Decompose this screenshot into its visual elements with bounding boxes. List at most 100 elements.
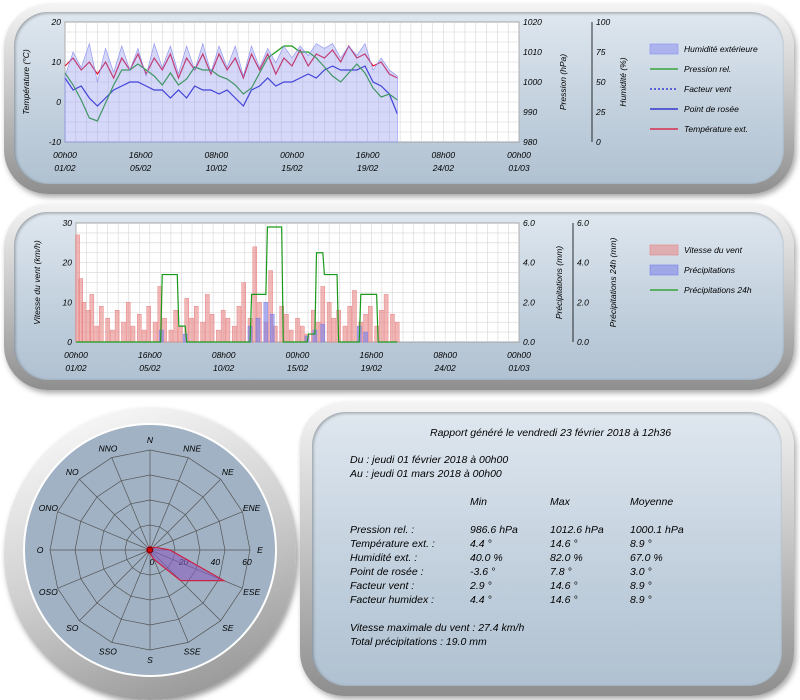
right-axis-1-tick: 6.0	[523, 218, 535, 228]
x-axis-tick-time: 16h00	[129, 150, 153, 160]
bar-vitesse-du-vent	[231, 325, 237, 343]
right-axis-1-tick: 990	[523, 107, 537, 117]
row-max: 82.0 %	[550, 552, 583, 564]
right-axis-2-tick: 2.0	[576, 297, 589, 307]
x-axis-tick-date: 24/02	[434, 363, 457, 373]
report-max-wind: Vitesse maximale du vent : 27.4 km/h	[350, 622, 525, 634]
wind-rose-direction: O	[37, 545, 44, 555]
x-axis-tick-time: 16h00	[360, 350, 384, 360]
bar-pr-cipitations	[269, 313, 275, 343]
header-avg: Moyenne	[630, 496, 674, 508]
bar-vitesse-du-vent	[168, 329, 174, 343]
bar-pr-cipitations	[182, 333, 188, 343]
wind-rose-direction: E	[257, 545, 263, 555]
wind-rose-direction: SSE	[184, 647, 201, 657]
right-axis-2-label: Humidité (%)	[618, 57, 628, 106]
wind-rose-direction: SO	[66, 623, 79, 633]
right-axis-1-tick: 1000	[523, 77, 542, 87]
left-axis-tick: 20	[51, 17, 62, 27]
x-axis-tick-time: 00h00	[286, 350, 310, 360]
legend-swatch	[649, 244, 679, 256]
right-axis-2-tick: 6.0	[577, 218, 589, 228]
right-axis-1-tick: 1020	[523, 17, 542, 27]
row-avg: 8.9 °	[630, 538, 652, 550]
row-label: Facteur humidex :	[350, 594, 435, 606]
bar-vitesse-du-vent	[178, 325, 183, 343]
row-avg: 3.0 °	[630, 566, 652, 578]
x-axis-tick-date: 01/02	[65, 363, 87, 373]
x-axis-tick-date: 10/02	[213, 363, 235, 373]
x-axis-tick-time: 00h00	[64, 350, 88, 360]
row-min: 40.0 %	[470, 552, 503, 564]
wind-rose-direction: ONO	[39, 503, 59, 513]
row-max: 1012.6 hPa	[550, 524, 604, 536]
wind-rose-direction: NE	[222, 467, 234, 477]
x-axis-tick-date: 01/03	[508, 163, 530, 173]
right-axis-2-tick: 100	[596, 17, 610, 27]
row-min: 986.6 hPa	[470, 524, 518, 536]
report-to: Au : jeudi 01 mars 2018 à 00h00	[350, 468, 502, 480]
wind-rose-direction: NNE	[183, 443, 201, 453]
wind-rose-spoke	[149, 479, 221, 551]
wind-rose-data	[146, 546, 227, 582]
bar-vitesse-du-vent	[390, 313, 395, 343]
legend-label: Vitesse du vent	[684, 245, 743, 255]
x-axis-tick-date: 15/02	[281, 163, 303, 173]
bar-vitesse-du-vent	[89, 294, 95, 343]
row-min: 4.4 °	[470, 594, 492, 606]
bar-vitesse-du-vent	[216, 329, 221, 343]
bar-vitesse-du-vent	[152, 321, 158, 343]
legend-label: Précipitations 24h	[684, 285, 752, 295]
report-panel-inner	[312, 412, 782, 686]
wind-rose-spoke	[111, 549, 151, 643]
bar-pr-cipitations	[363, 331, 368, 343]
bar-vitesse-du-vent	[94, 325, 99, 343]
bar-vitesse-du-vent	[189, 317, 194, 343]
x-axis-tick-date: 24/02	[432, 163, 455, 173]
row-label: Pression rel. :	[350, 524, 415, 536]
wind-rose-spoke	[79, 479, 151, 551]
x-axis-tick-date: 10/02	[206, 163, 228, 173]
bar-vitesse-du-vent	[374, 325, 379, 343]
bar-pr-cipitations	[255, 317, 261, 343]
series-line-pr-cipitations-24h	[76, 226, 398, 343]
left-axis-tick: 0	[56, 97, 61, 107]
wind-rose-spoke	[111, 457, 151, 551]
right-axis-1-label: Précipitations (mm)	[554, 246, 564, 319]
report-title: Rapport généré le vendredi 23 février 20…	[430, 427, 672, 439]
x-axis-tick-time: 08h00	[212, 350, 236, 360]
bar-vitesse-du-vent	[347, 306, 352, 343]
bar-vitesse-du-vent	[173, 310, 178, 343]
bar-vitesse-du-vent	[220, 310, 226, 343]
right-axis-1-label: Pression (hPa)	[558, 54, 568, 110]
row-avg: 8.9 °	[630, 580, 652, 592]
x-axis-tick-date: 15/02	[287, 363, 309, 373]
wind-rose-spoke	[57, 549, 151, 589]
wind-rose-direction: S	[147, 655, 153, 665]
bar-vitesse-du-vent	[379, 310, 384, 343]
row-max: 14.6 °	[550, 538, 578, 550]
row-label: Point de rosée :	[350, 566, 424, 578]
row-avg: 67.0 %	[630, 552, 663, 564]
x-axis-tick-date: 05/02	[139, 363, 161, 373]
legend-swatch	[649, 264, 679, 276]
weather-chart: -10010209809901000101010200255075100Temp…	[21, 17, 758, 173]
bar-vitesse-du-vent	[99, 306, 104, 343]
wind-rose-direction: NNO	[98, 443, 117, 453]
bar-vitesse-du-vent	[225, 317, 231, 343]
row-avg: 8.9 °	[630, 594, 652, 606]
x-axis-tick-time: 16h00	[356, 150, 380, 160]
right-axis-1-tick: 980	[523, 137, 537, 147]
x-axis-tick-date: 19/02	[361, 363, 383, 373]
legend-swatch	[649, 43, 679, 55]
wind-rose-direction: NO	[66, 467, 79, 477]
left-axis-tick: -10	[49, 137, 62, 147]
wind-rose-direction: SE	[222, 623, 234, 633]
bar-vitesse-du-vent	[295, 317, 300, 343]
bar-vitesse-du-vent	[284, 313, 289, 343]
wind-rose-direction: ESE	[243, 587, 260, 597]
row-label: Humidité ext. :	[350, 552, 418, 564]
report-from: Du : jeudi 01 février 2018 à 00h00	[350, 454, 509, 466]
left-axis-label: Vitesse du vent (km/h)	[32, 240, 42, 325]
right-axis-1-tick: 1010	[523, 47, 542, 57]
